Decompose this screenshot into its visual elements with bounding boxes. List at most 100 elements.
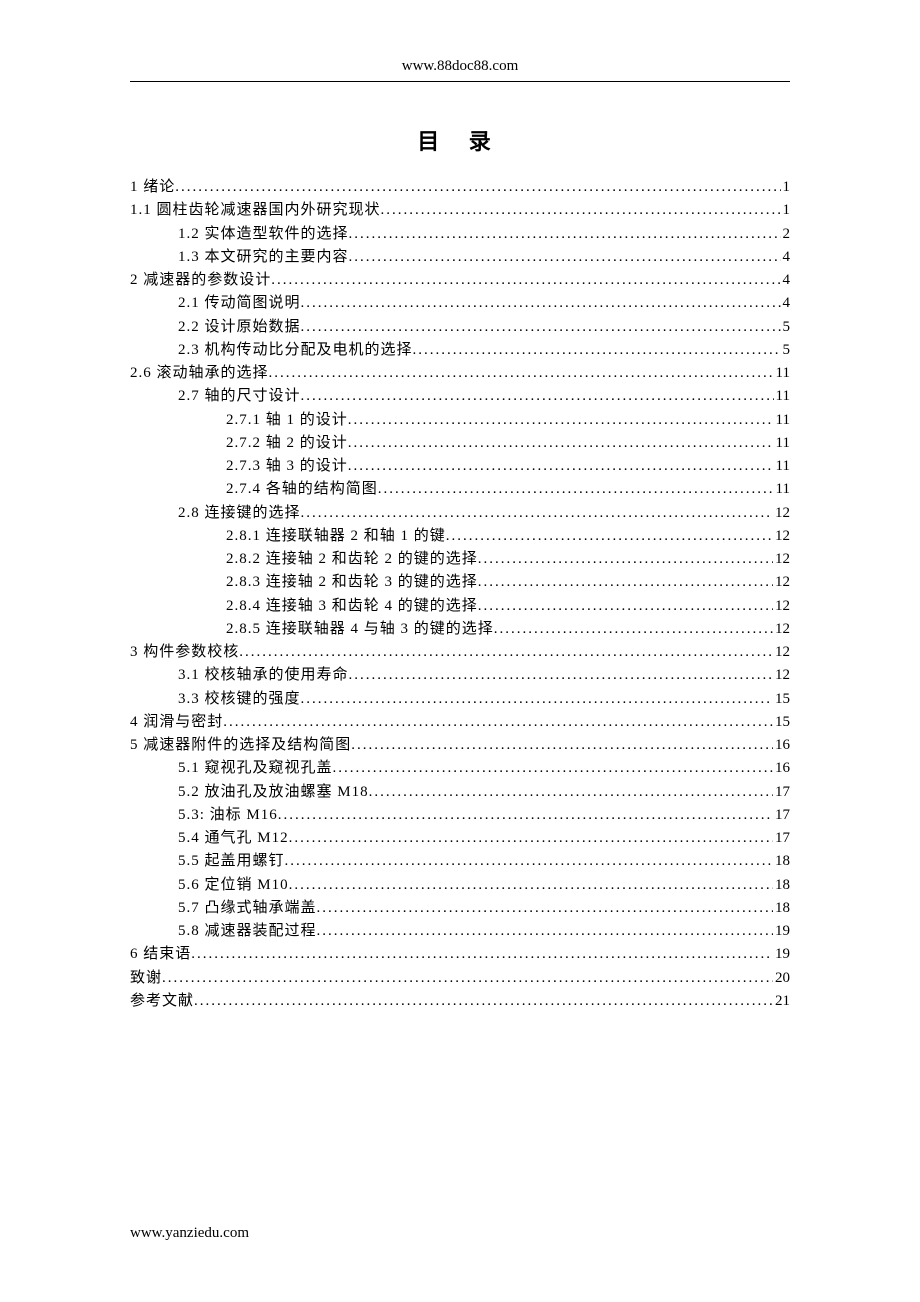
toc-entry: 致谢20 — [130, 967, 790, 990]
toc-entry: 3 构件参数校核 12 — [130, 641, 790, 664]
toc-entry: 2.7.2 轴 2 的设计11 — [130, 432, 790, 455]
toc-entry: 2.7 轴的尺寸设计 11 — [130, 385, 790, 408]
toc-entry-label: 1.2 实体造型软件的选择 — [178, 223, 349, 246]
toc-entry-label: 2.8.3 连接轴 2 和齿轮 3 的键的选择 — [226, 571, 478, 594]
toc-entry: 5.1 窥视孔及窥视孔盖 16 — [130, 757, 790, 780]
toc-entry: 1.3 本文研究的主要内容 4 — [130, 246, 790, 269]
toc-entry: 5.7 凸缘式轴承端盖 18 — [130, 897, 790, 920]
toc-leader-dots — [301, 292, 781, 315]
toc-entry-page: 18 — [773, 850, 790, 873]
toc-leader-dots — [271, 269, 780, 292]
toc-entry: 5.4 通气孔 M1217 — [130, 827, 790, 850]
toc-leader-dots — [223, 711, 773, 734]
toc-entry-page: 16 — [773, 734, 790, 757]
toc-entry-label: 2.7.4 各轴的结构简图 — [226, 478, 378, 501]
toc-entry-page: 15 — [773, 711, 790, 734]
toc-leader-dots — [413, 339, 781, 362]
toc-entry-label: 2.3 机构传动比分配及电机的选择 — [178, 339, 413, 362]
toc-entry-label: 1.3 本文研究的主要内容 — [178, 246, 349, 269]
toc-leader-dots — [349, 223, 781, 246]
toc-entry-page: 17 — [773, 827, 790, 850]
toc-entry: 2.8.2 连接轴 2 和齿轮 2 的键的选择12 — [130, 548, 790, 571]
toc-leader-dots — [348, 455, 774, 478]
toc-leader-dots — [301, 316, 781, 339]
toc-entry-label: 2.7.2 轴 2 的设计 — [226, 432, 348, 455]
toc-entry: 2.1 传动简图说明 4 — [130, 292, 790, 315]
toc-entry-page: 18 — [773, 897, 790, 920]
header-url: www.88doc88.com — [130, 58, 790, 82]
toc-entry-page: 5 — [781, 316, 791, 339]
toc-entry-page: 5 — [781, 339, 791, 362]
toc-entry-page: 4 — [781, 292, 791, 315]
toc-entry-page: 11 — [774, 409, 790, 432]
toc-entry: 1.1 圆柱齿轮减速器国内外研究现状 1 — [130, 199, 790, 222]
toc-entry: 6 结束语19 — [130, 943, 790, 966]
toc-entry-page: 11 — [774, 362, 790, 385]
toc-leader-dots — [348, 432, 774, 455]
page-title: 目 录 — [130, 124, 790, 156]
toc-entry-label: 3 构件参数校核 — [130, 641, 239, 664]
toc-leader-dots — [289, 874, 773, 897]
toc-entry-label: 2.8.5 连接联轴器 4 与轴 3 的键的选择 — [226, 618, 494, 641]
toc-entry: 5.3: 油标 M1617 — [130, 804, 790, 827]
toc-leader-dots — [378, 478, 774, 501]
toc-leader-dots — [369, 781, 773, 804]
toc-entry-label: 2.8 连接键的选择 — [178, 502, 301, 525]
toc-entry-label: 5.1 窥视孔及窥视孔盖 — [178, 757, 333, 780]
toc-leader-dots — [175, 176, 780, 199]
toc-leader-dots — [162, 967, 773, 990]
toc-entry: 5.6 定位销 M1018 — [130, 874, 790, 897]
toc-leader-dots — [381, 199, 781, 222]
toc-leader-dots — [191, 943, 773, 966]
toc-entry: 2.3 机构传动比分配及电机的选择 5 — [130, 339, 790, 362]
toc-entry-label: 2.6 滚动轴承的选择 — [130, 362, 269, 385]
toc-entry-page: 1 — [781, 199, 791, 222]
toc-leader-dots — [301, 385, 774, 408]
toc-entry-label: 2.1 传动简图说明 — [178, 292, 301, 315]
toc-entry-page: 19 — [773, 920, 790, 943]
toc-entry: 2.7.4 各轴的结构简图11 — [130, 478, 790, 501]
toc-leader-dots — [478, 571, 773, 594]
footer-url: www.yanziedu.com — [130, 1225, 249, 1242]
toc-leader-dots — [351, 734, 773, 757]
toc-entry: 3.3 校核键的强度 15 — [130, 688, 790, 711]
toc-entry-label: 2 减速器的参数设计 — [130, 269, 271, 292]
toc-entry-page: 19 — [773, 943, 790, 966]
toc-leader-dots — [494, 618, 773, 641]
toc-leader-dots — [348, 409, 774, 432]
toc-leader-dots — [239, 641, 773, 664]
toc-leader-dots — [269, 362, 774, 385]
toc-entry-page: 11 — [774, 455, 790, 478]
toc-leader-dots — [278, 804, 773, 827]
toc-entry-page: 12 — [773, 595, 790, 618]
toc-entry-page: 12 — [773, 641, 790, 664]
toc-entry: 参考文献21 — [130, 990, 790, 1013]
toc-entry-label: 1.1 圆柱齿轮减速器国内外研究现状 — [130, 199, 381, 222]
toc-entry: 2.8.3 连接轴 2 和齿轮 3 的键的选择12 — [130, 571, 790, 594]
toc-entry-page: 11 — [774, 385, 790, 408]
toc-leader-dots — [285, 850, 773, 873]
toc-leader-dots — [301, 688, 773, 711]
toc-leader-dots — [446, 525, 773, 548]
toc-leader-dots — [317, 897, 773, 920]
document-page: www.88doc88.com 目 录 1 绪论11.1 圆柱齿轮减速器国内外研… — [0, 0, 920, 1302]
toc-entry-page: 15 — [773, 688, 790, 711]
toc-entry-label: 2.7.3 轴 3 的设计 — [226, 455, 348, 478]
toc-entry-label: 2.8.1 连接联轴器 2 和轴 1 的键 — [226, 525, 446, 548]
toc-leader-dots — [478, 548, 773, 571]
toc-entry: 2.8.5 连接联轴器 4 与轴 3 的键的选择 12 — [130, 618, 790, 641]
toc-entry: 1.2 实体造型软件的选择 2 — [130, 223, 790, 246]
toc-leader-dots — [478, 595, 773, 618]
toc-entry-page: 12 — [773, 618, 790, 641]
toc-entry-page: 21 — [773, 990, 790, 1013]
toc-entry-page: 4 — [781, 246, 791, 269]
toc-entry-label: 5.3: 油标 M16 — [178, 804, 278, 827]
toc-entry-label: 5 减速器附件的选择及结构简图 — [130, 734, 351, 757]
toc-entry-label: 2.8.4 连接轴 3 和齿轮 4 的键的选择 — [226, 595, 478, 618]
table-of-contents: 1 绪论11.1 圆柱齿轮减速器国内外研究现状11.2 实体造型软件的选择 21… — [130, 176, 790, 1013]
toc-entry-page: 17 — [773, 781, 790, 804]
toc-entry-page: 12 — [773, 664, 790, 687]
toc-entry-label: 5.8 减速器装配过程 — [178, 920, 317, 943]
toc-entry: 2.2 设计原始数据 5 — [130, 316, 790, 339]
toc-leader-dots — [289, 827, 773, 850]
